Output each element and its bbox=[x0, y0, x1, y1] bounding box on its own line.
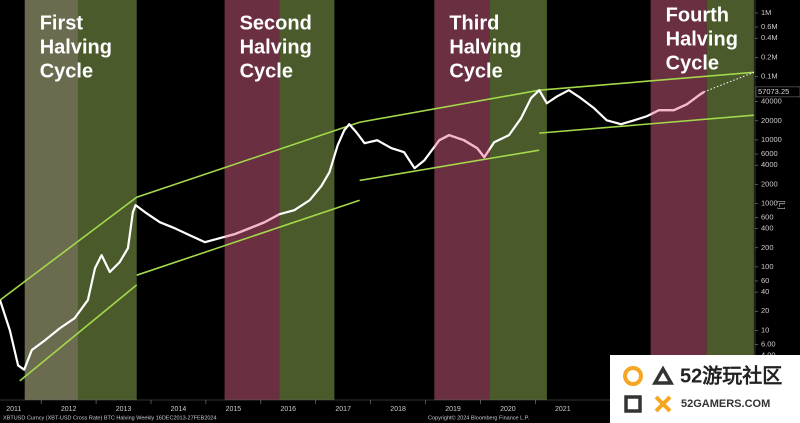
cycle-label: Halving bbox=[449, 36, 521, 58]
cycle-label: Second bbox=[240, 12, 312, 34]
x-tick-label: 2014 bbox=[171, 406, 187, 413]
y-tick-label: 60 bbox=[761, 276, 769, 285]
cycle-label: Cycle bbox=[240, 60, 293, 82]
y-tick-label: 600 bbox=[761, 212, 774, 221]
x-tick-label: 2016 bbox=[280, 406, 296, 413]
cycle-label: Halving bbox=[240, 36, 312, 58]
y-tick-label: 4000 bbox=[761, 160, 778, 169]
cycle-label: Cycle bbox=[666, 52, 719, 74]
plot bbox=[0, 71, 755, 382]
cycle-band bbox=[489, 0, 547, 400]
last-price-label: 57073.25 bbox=[758, 87, 789, 96]
cycle-label: Halving bbox=[40, 36, 112, 58]
y-tick-label: 0.2M bbox=[761, 52, 778, 61]
logo-circle bbox=[623, 366, 643, 386]
logo-cross bbox=[654, 395, 672, 413]
y-axis-label: [L] bbox=[777, 201, 786, 210]
trendline bbox=[539, 114, 754, 134]
y-tick-label: 0.6M bbox=[761, 22, 778, 31]
watermark-site: 52GAMERS.COM bbox=[681, 398, 770, 410]
cycle-label: First bbox=[40, 12, 84, 34]
y-tick-label: 0.1M bbox=[761, 71, 778, 80]
cycle-band bbox=[77, 0, 137, 400]
cycle-label: Cycle bbox=[40, 60, 93, 82]
logo-triangle bbox=[651, 365, 675, 385]
y-tick-label: 2000 bbox=[761, 179, 778, 188]
y-tick-label: 1000 bbox=[761, 198, 778, 207]
y-tick-label: 400 bbox=[761, 224, 774, 233]
y-tick-label: 20000 bbox=[761, 116, 782, 125]
cycle-band bbox=[650, 0, 707, 400]
footer: XBTUSD Curncy (XBT-USD Cross Rate) BTC H… bbox=[3, 415, 217, 421]
cycle-labels: FirstHalvingCycleSecondHalvingCycleThird… bbox=[40, 4, 738, 82]
logo-square bbox=[624, 395, 642, 413]
axes: 57073.25 1M 0.6M 0.4M 0.2M 0.1M 40000 20000 1000… bbox=[0, 0, 800, 413]
y-tick-label: 100 bbox=[761, 262, 774, 271]
x-tick-label: 2012 bbox=[61, 406, 77, 413]
x-tick-label: 2020 bbox=[500, 406, 516, 413]
price-line bbox=[0, 89, 705, 371]
y-tick-label: 40 bbox=[761, 287, 769, 296]
cycle-label: Fourth bbox=[666, 4, 729, 26]
copyright: Copyright© 2024 Bloomberg Finance L.P. bbox=[428, 414, 530, 421]
watermark-title: 52游玩社区 bbox=[680, 363, 782, 387]
y-tick-label: 10 bbox=[761, 325, 769, 334]
trendline bbox=[359, 149, 540, 182]
cycle-bands bbox=[24, 0, 754, 400]
cycle-band bbox=[434, 0, 490, 400]
y-tick-label: 6000 bbox=[761, 149, 778, 158]
y-tick-label: 40000 bbox=[761, 97, 782, 106]
y-tick-label: 20 bbox=[761, 306, 769, 315]
x-tick-label: 2018 bbox=[390, 406, 406, 413]
watermark: 52游玩社区 52GAMERS.COM bbox=[610, 355, 800, 423]
trendline bbox=[19, 284, 138, 382]
last-price-box bbox=[755, 86, 800, 98]
x-tick-label: 2017 bbox=[335, 406, 351, 413]
cycle-band bbox=[24, 0, 78, 400]
x-tick-label: 2021 bbox=[555, 406, 571, 413]
y-tick-label: 6.00 bbox=[761, 339, 776, 348]
cycle-band bbox=[279, 0, 335, 400]
y-tick-label: 1M bbox=[761, 8, 771, 17]
cycle-label: Halving bbox=[666, 28, 738, 50]
y-tick-label: 10000 bbox=[761, 135, 782, 144]
trendline bbox=[136, 199, 360, 276]
y-tick-label: 0.4M bbox=[761, 33, 778, 42]
x-tick-label: 2015 bbox=[226, 406, 242, 413]
cycle-label: Third bbox=[449, 12, 499, 34]
x-tick-label: 2019 bbox=[445, 406, 461, 413]
y-tick-label: 200 bbox=[761, 243, 774, 252]
cycle-label: Cycle bbox=[449, 60, 502, 82]
x-tick-label: 2011 bbox=[6, 406, 21, 413]
cycle-band bbox=[706, 0, 754, 400]
cycle-band bbox=[224, 0, 280, 400]
x-tick-label: 2013 bbox=[116, 406, 132, 413]
trendline bbox=[0, 71, 754, 301]
